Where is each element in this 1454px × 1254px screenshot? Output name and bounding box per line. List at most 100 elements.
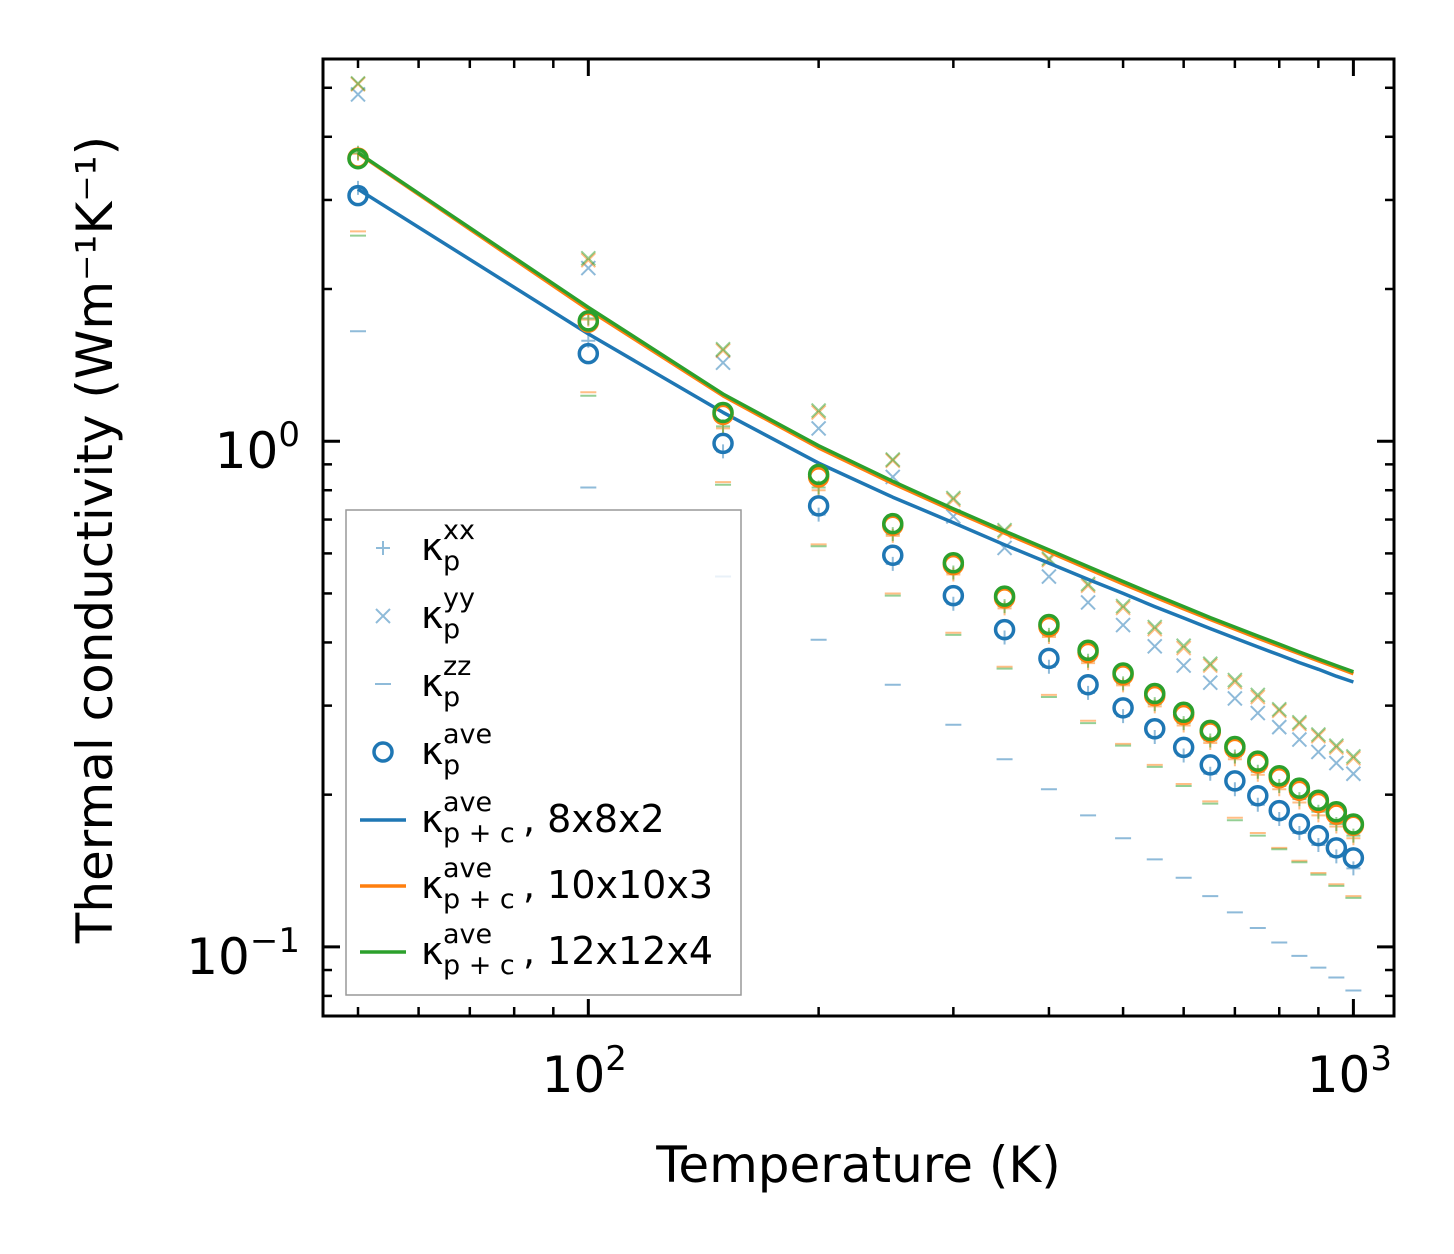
kyy-point	[1175, 657, 1192, 674]
kave-point	[1077, 673, 1099, 696]
data-layer	[347, 75, 1365, 992]
kyy-point	[1310, 744, 1327, 760]
kave-point	[1224, 770, 1246, 792]
kyy-point	[1147, 619, 1163, 635]
kyy-point	[1202, 674, 1218, 691]
legend-entry-kxx: κpxx	[376, 515, 475, 577]
kave-point	[1288, 777, 1311, 799]
kave-point	[1224, 735, 1246, 758]
kave-point	[1288, 813, 1311, 835]
legend-marker-kxx	[376, 541, 390, 555]
kave-point	[882, 512, 904, 535]
kyy-point	[1271, 701, 1287, 718]
x-axis-label: Temperature (K)	[655, 1136, 1060, 1194]
kave-point	[1077, 639, 1099, 662]
kave-point	[993, 585, 1016, 607]
kyy-point	[1175, 640, 1192, 656]
kyy-point	[715, 354, 731, 371]
kave-point	[577, 310, 600, 332]
kyy-point	[1310, 728, 1327, 744]
kyy-point	[810, 404, 827, 421]
legend-marker-kave	[372, 741, 394, 763]
legend-marker-kyy	[375, 608, 391, 624]
legend-entry-line-10x10x3: κp + cave, 10x10x3	[360, 853, 713, 915]
kyy-point	[1345, 748, 1362, 765]
kave-point	[1325, 801, 1348, 823]
kyy-point	[1291, 731, 1308, 748]
legend-plus-marker	[376, 541, 390, 555]
kyy-point	[1115, 617, 1131, 633]
legend-entry-line-12x12x4: κp + cave, 12x12x4	[360, 919, 713, 981]
kave-point	[1247, 750, 1269, 772]
kave-point	[1247, 785, 1269, 807]
kyy-point	[1041, 568, 1057, 585]
kave-point	[993, 618, 1016, 641]
legend-label-line-8x8x2: κp + cave, 8x8x2	[421, 787, 665, 849]
kyy-point	[580, 250, 597, 267]
kyy-point	[1080, 594, 1096, 611]
kave-point	[712, 401, 734, 424]
y-tick-label: 100	[215, 415, 300, 480]
legend-label-kxx: κpxx	[421, 515, 475, 577]
kyy-point	[1310, 726, 1327, 743]
kyy-point	[810, 420, 827, 437]
kave-point	[1172, 736, 1195, 759]
kyy-point	[1328, 739, 1345, 756]
kave-point	[1268, 799, 1290, 822]
kyy-point	[1147, 638, 1163, 655]
x-tick-label: 102	[542, 1039, 627, 1104]
kyy-point	[1345, 766, 1362, 782]
kyy-point	[715, 341, 731, 357]
legend-entry-line-8x8x2: κp + cave, 8x8x2	[360, 787, 665, 849]
kyy-point	[350, 75, 366, 92]
kyy-point	[1328, 737, 1345, 754]
legend-label-kave: κpave	[421, 719, 492, 781]
legend-entry-kyy: κpyy	[375, 583, 475, 645]
kave-point	[347, 184, 369, 207]
legend-label-kzz: κpzz	[421, 651, 471, 713]
line-12x12x4	[357, 151, 1354, 674]
kyy-point	[1250, 705, 1266, 721]
kyy-point	[1345, 750, 1362, 767]
legend-circle-marker	[372, 741, 394, 763]
kave-point	[1112, 662, 1134, 684]
plot-frame	[321, 57, 1396, 1018]
kave-point	[1199, 719, 1222, 742]
kyy-point	[1227, 674, 1243, 690]
kyy-point	[580, 252, 597, 268]
kave-point	[1038, 613, 1060, 636]
kave-point	[942, 551, 965, 574]
kyy-point	[885, 451, 901, 468]
kave-markers-group-0	[347, 184, 1365, 869]
kyy-point	[945, 492, 962, 508]
kave-point	[577, 342, 600, 365]
kave-point	[712, 432, 734, 455]
kave-point	[807, 463, 830, 486]
kyy-point	[1250, 687, 1266, 703]
legend-box	[345, 509, 742, 996]
kyy-point	[1115, 600, 1131, 616]
x-tick-label: 103	[1307, 1039, 1392, 1104]
kyy-point	[715, 343, 731, 359]
kyy-point	[1291, 716, 1308, 732]
kave-point	[1268, 764, 1290, 787]
major-ticks	[323, 59, 1394, 1016]
kyy-point	[1271, 703, 1287, 719]
legend-label-line-10x10x3: κp + cave, 10x10x3	[421, 853, 713, 915]
kave-point	[1199, 754, 1222, 776]
kave-point	[1325, 837, 1348, 859]
kave-point	[882, 544, 904, 566]
y-axis-label: Thermal conductivity (Wm⁻¹K⁻¹)	[66, 136, 124, 944]
kave-point	[1342, 847, 1365, 869]
kave-point	[1143, 682, 1166, 705]
kyy-point	[1328, 755, 1345, 771]
kave-point	[347, 147, 369, 170]
kave-point	[807, 495, 830, 517]
kave-point	[942, 584, 965, 607]
kyy-point	[1202, 657, 1218, 674]
tick-labels: 102 103 10−1 100	[186, 415, 1392, 1104]
kave-point	[1342, 813, 1365, 835]
kyy-point	[1175, 638, 1192, 654]
